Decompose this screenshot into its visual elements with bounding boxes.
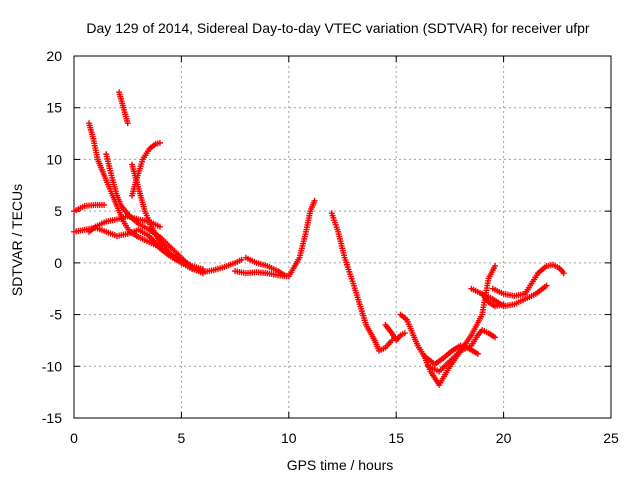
y-tick-label: 15 bbox=[46, 100, 62, 116]
data-point bbox=[500, 301, 507, 308]
chart-title: Day 129 of 2014, Sidereal Day-to-day VTE… bbox=[86, 20, 590, 36]
x-tick-label: 10 bbox=[281, 430, 297, 446]
axis-ticks: 0 5 10 15 20 25 -15 -10 -5 0 5 10 15 20 bbox=[42, 48, 619, 446]
y-tick-label: -15 bbox=[42, 410, 62, 426]
y-tick-label: 5 bbox=[54, 203, 62, 219]
data-point bbox=[492, 262, 499, 269]
y-tick-label: -10 bbox=[42, 358, 62, 374]
data-point bbox=[401, 330, 408, 337]
y-tick-label: 20 bbox=[46, 48, 62, 64]
data-point bbox=[560, 270, 567, 277]
y-tick-label: -5 bbox=[50, 307, 63, 323]
data-point bbox=[101, 201, 108, 208]
data-point bbox=[156, 223, 163, 230]
data-point bbox=[311, 197, 318, 204]
plot-frame bbox=[73, 55, 612, 419]
y-axis-label: SDTVAR / TECUs bbox=[9, 184, 25, 296]
x-tick-label: 20 bbox=[496, 430, 512, 446]
data-point bbox=[238, 256, 245, 263]
x-tick-label: 25 bbox=[603, 430, 619, 446]
grid-lines bbox=[74, 56, 611, 418]
data-point bbox=[156, 139, 163, 146]
data-point bbox=[474, 350, 481, 357]
data-points bbox=[71, 89, 567, 388]
x-tick-label: 15 bbox=[388, 430, 404, 446]
data-point bbox=[492, 334, 499, 341]
y-tick-label: 0 bbox=[54, 255, 62, 271]
data-point bbox=[281, 272, 288, 279]
data-point bbox=[124, 120, 131, 127]
x-tick-label: 0 bbox=[70, 430, 78, 446]
x-tick-label: 5 bbox=[178, 430, 186, 446]
y-tick-label: 10 bbox=[46, 151, 62, 167]
x-axis-label: GPS time / hours bbox=[287, 457, 394, 473]
data-point bbox=[543, 282, 550, 289]
data-point bbox=[199, 268, 206, 275]
